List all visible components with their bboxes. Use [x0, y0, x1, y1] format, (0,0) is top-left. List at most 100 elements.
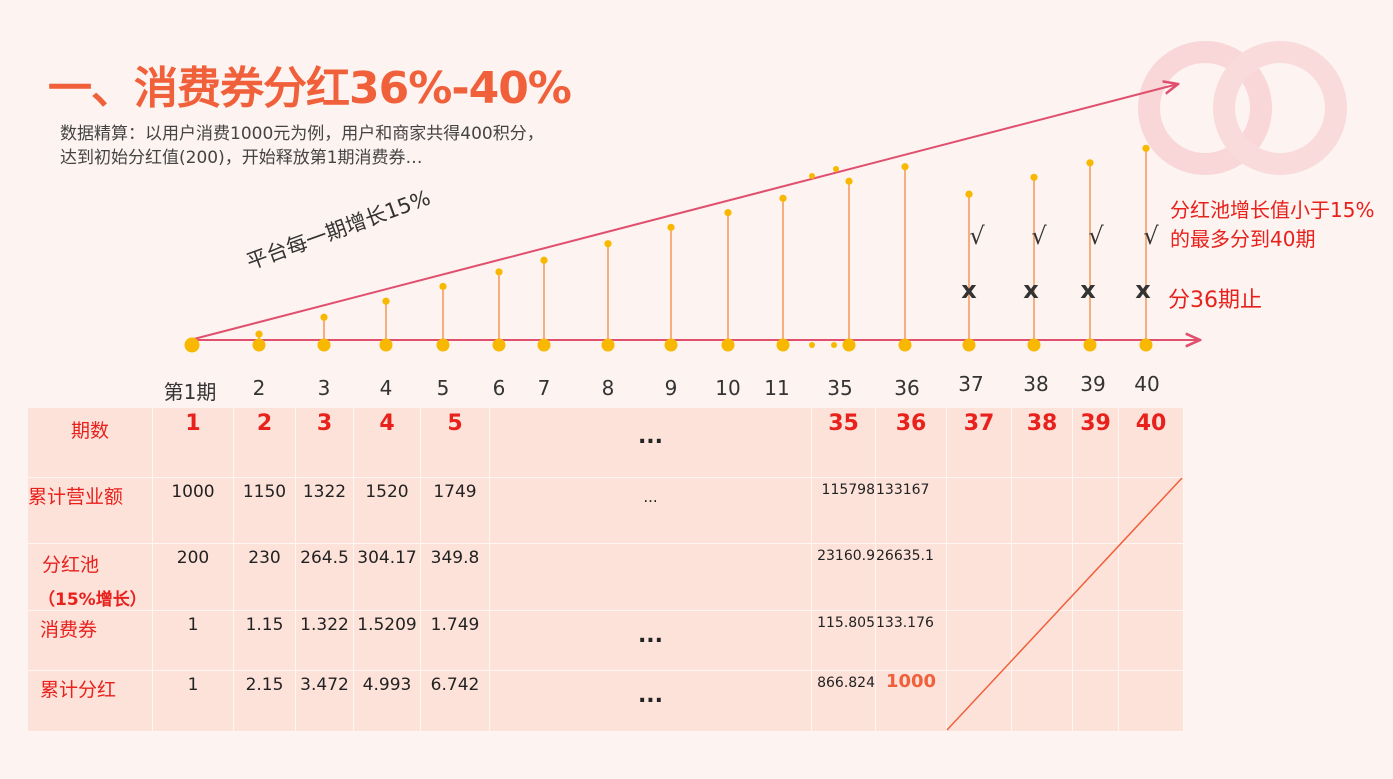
timeline-tick: 8 [601, 376, 615, 400]
period-top-dot [540, 256, 548, 264]
value-cell [947, 671, 1012, 732]
period-base-dot [1083, 338, 1097, 352]
period-header: 1 [153, 408, 234, 478]
value-cell [947, 611, 1012, 671]
period-top-dot [845, 177, 853, 185]
period-header: 35 [812, 408, 876, 478]
timeline-tick: 11 [764, 376, 790, 400]
period-header: ... [490, 408, 812, 478]
value-cell: 866.824 [812, 671, 876, 732]
period-top-dot [667, 223, 675, 231]
value-cell: 115.805 [812, 611, 876, 671]
growth-line [189, 84, 1178, 341]
growth-note-text: 分红池增长值小于15%的最多分到40期 [1170, 198, 1375, 251]
value-cell [1073, 478, 1119, 544]
timeline-tick: 36 [894, 376, 920, 400]
check-mark: √ [1088, 222, 1104, 250]
row-label-text: 分红池 [42, 554, 100, 576]
value-cell [1012, 611, 1073, 671]
value-cell [1012, 544, 1073, 611]
value-cell: 1749 [421, 478, 490, 544]
row-label: 消费券 [28, 611, 153, 671]
period-top-dot [320, 313, 328, 321]
timeline-tick: 38 [1023, 372, 1049, 396]
period-header: 5 [421, 408, 490, 478]
timeline-tick: 第1期 [163, 380, 217, 404]
row-label: 累计营业额 [28, 478, 153, 544]
period-top-dot [1142, 144, 1150, 152]
value-cell: 2.15 [234, 671, 296, 732]
stop-note: 分36期止 [1168, 288, 1262, 313]
value-cell: 3.472 [296, 671, 354, 732]
cross-mark: x [1023, 276, 1039, 304]
value-cell: 200 [153, 544, 234, 611]
period-header: 40 [1119, 408, 1184, 478]
period-top-dot [724, 208, 732, 217]
value-cell: 264.5 [296, 544, 354, 611]
period-stems [258, 148, 1147, 345]
value-cell: 1000 [153, 478, 234, 544]
period-header: 38 [1012, 408, 1073, 478]
period-base-dot [721, 338, 735, 352]
value-cell: 1 [153, 611, 234, 671]
value-cell [1073, 544, 1119, 611]
timeline-tick: 6 [492, 376, 506, 400]
page-title: 一、消费券分红36%-40% [48, 63, 572, 114]
timeline-tick: 35 [827, 376, 853, 400]
period-top-dot [779, 194, 787, 202]
period-base-dot [252, 338, 266, 352]
timeline-tick: 37 [958, 372, 984, 396]
cross-mark: x [961, 276, 977, 304]
ellipsis-cell: ... [490, 611, 812, 671]
gap-dot [809, 342, 815, 348]
period-header: 39 [1073, 408, 1119, 478]
period-top-dot [382, 297, 390, 305]
page-subtitle: 数据精算：以用户消费1000元为例，用户和商家共得400积分，达到初始分红值(2… [60, 124, 544, 168]
value-cell: 4.993 [354, 671, 421, 732]
value-cell: 349.8 [421, 544, 490, 611]
value-cell: 1.749 [421, 611, 490, 671]
timeline-tick: 9 [664, 376, 678, 400]
value-cell [1073, 671, 1119, 732]
period-top-dot [604, 240, 612, 248]
value-cell: 1.5209 [354, 611, 421, 671]
value-cell: 1.15 [234, 611, 296, 671]
timeline-tick: 10 [715, 376, 741, 400]
value-cell [1119, 671, 1184, 732]
value-cell: 1 [153, 671, 234, 732]
period-header: 3 [296, 408, 354, 478]
row-label: 累计分红 [28, 671, 153, 732]
period-top-dot [255, 330, 263, 338]
growth-note: 分红池增长值小于15%的最多分到40期 [1170, 196, 1385, 254]
ellipsis-cell: ... [490, 478, 812, 544]
value-cell: 1000 [876, 671, 947, 732]
period-top-dot [965, 190, 973, 198]
row-label-text: 消费券 [40, 619, 98, 641]
value-cell [1119, 478, 1184, 544]
check-mark: √ [1143, 222, 1159, 250]
ellipsis-cell [490, 544, 812, 611]
value-cell: 133.176 [876, 611, 947, 671]
period-base-dot [898, 338, 912, 352]
cross-mark: x [1080, 276, 1096, 304]
cross-mark: x [1135, 276, 1151, 304]
period-base-dot [1027, 338, 1041, 352]
period-base-dot [537, 338, 551, 352]
value-cell: 1150 [234, 478, 296, 544]
timeline-tick: 2 [252, 376, 266, 400]
period-top-dot [1030, 173, 1038, 181]
row-label-subtext: （15%增长） [38, 590, 147, 610]
period-header: 2 [234, 408, 296, 478]
gap-dot [831, 342, 837, 348]
period-base-dot [776, 338, 790, 352]
value-cell: 1520 [354, 478, 421, 544]
gap-dot [833, 166, 839, 172]
value-cell: 133167 [876, 478, 947, 544]
period-base-dot [1139, 338, 1153, 352]
dividend-table: 期数 1 2 3 4 5... 35 36 37 38 39 40 累计营业额 1000 1150 1322 1… [28, 408, 1184, 732]
period-top-dot [901, 163, 909, 171]
period-top-dot [439, 282, 447, 291]
value-cell [1119, 611, 1184, 671]
